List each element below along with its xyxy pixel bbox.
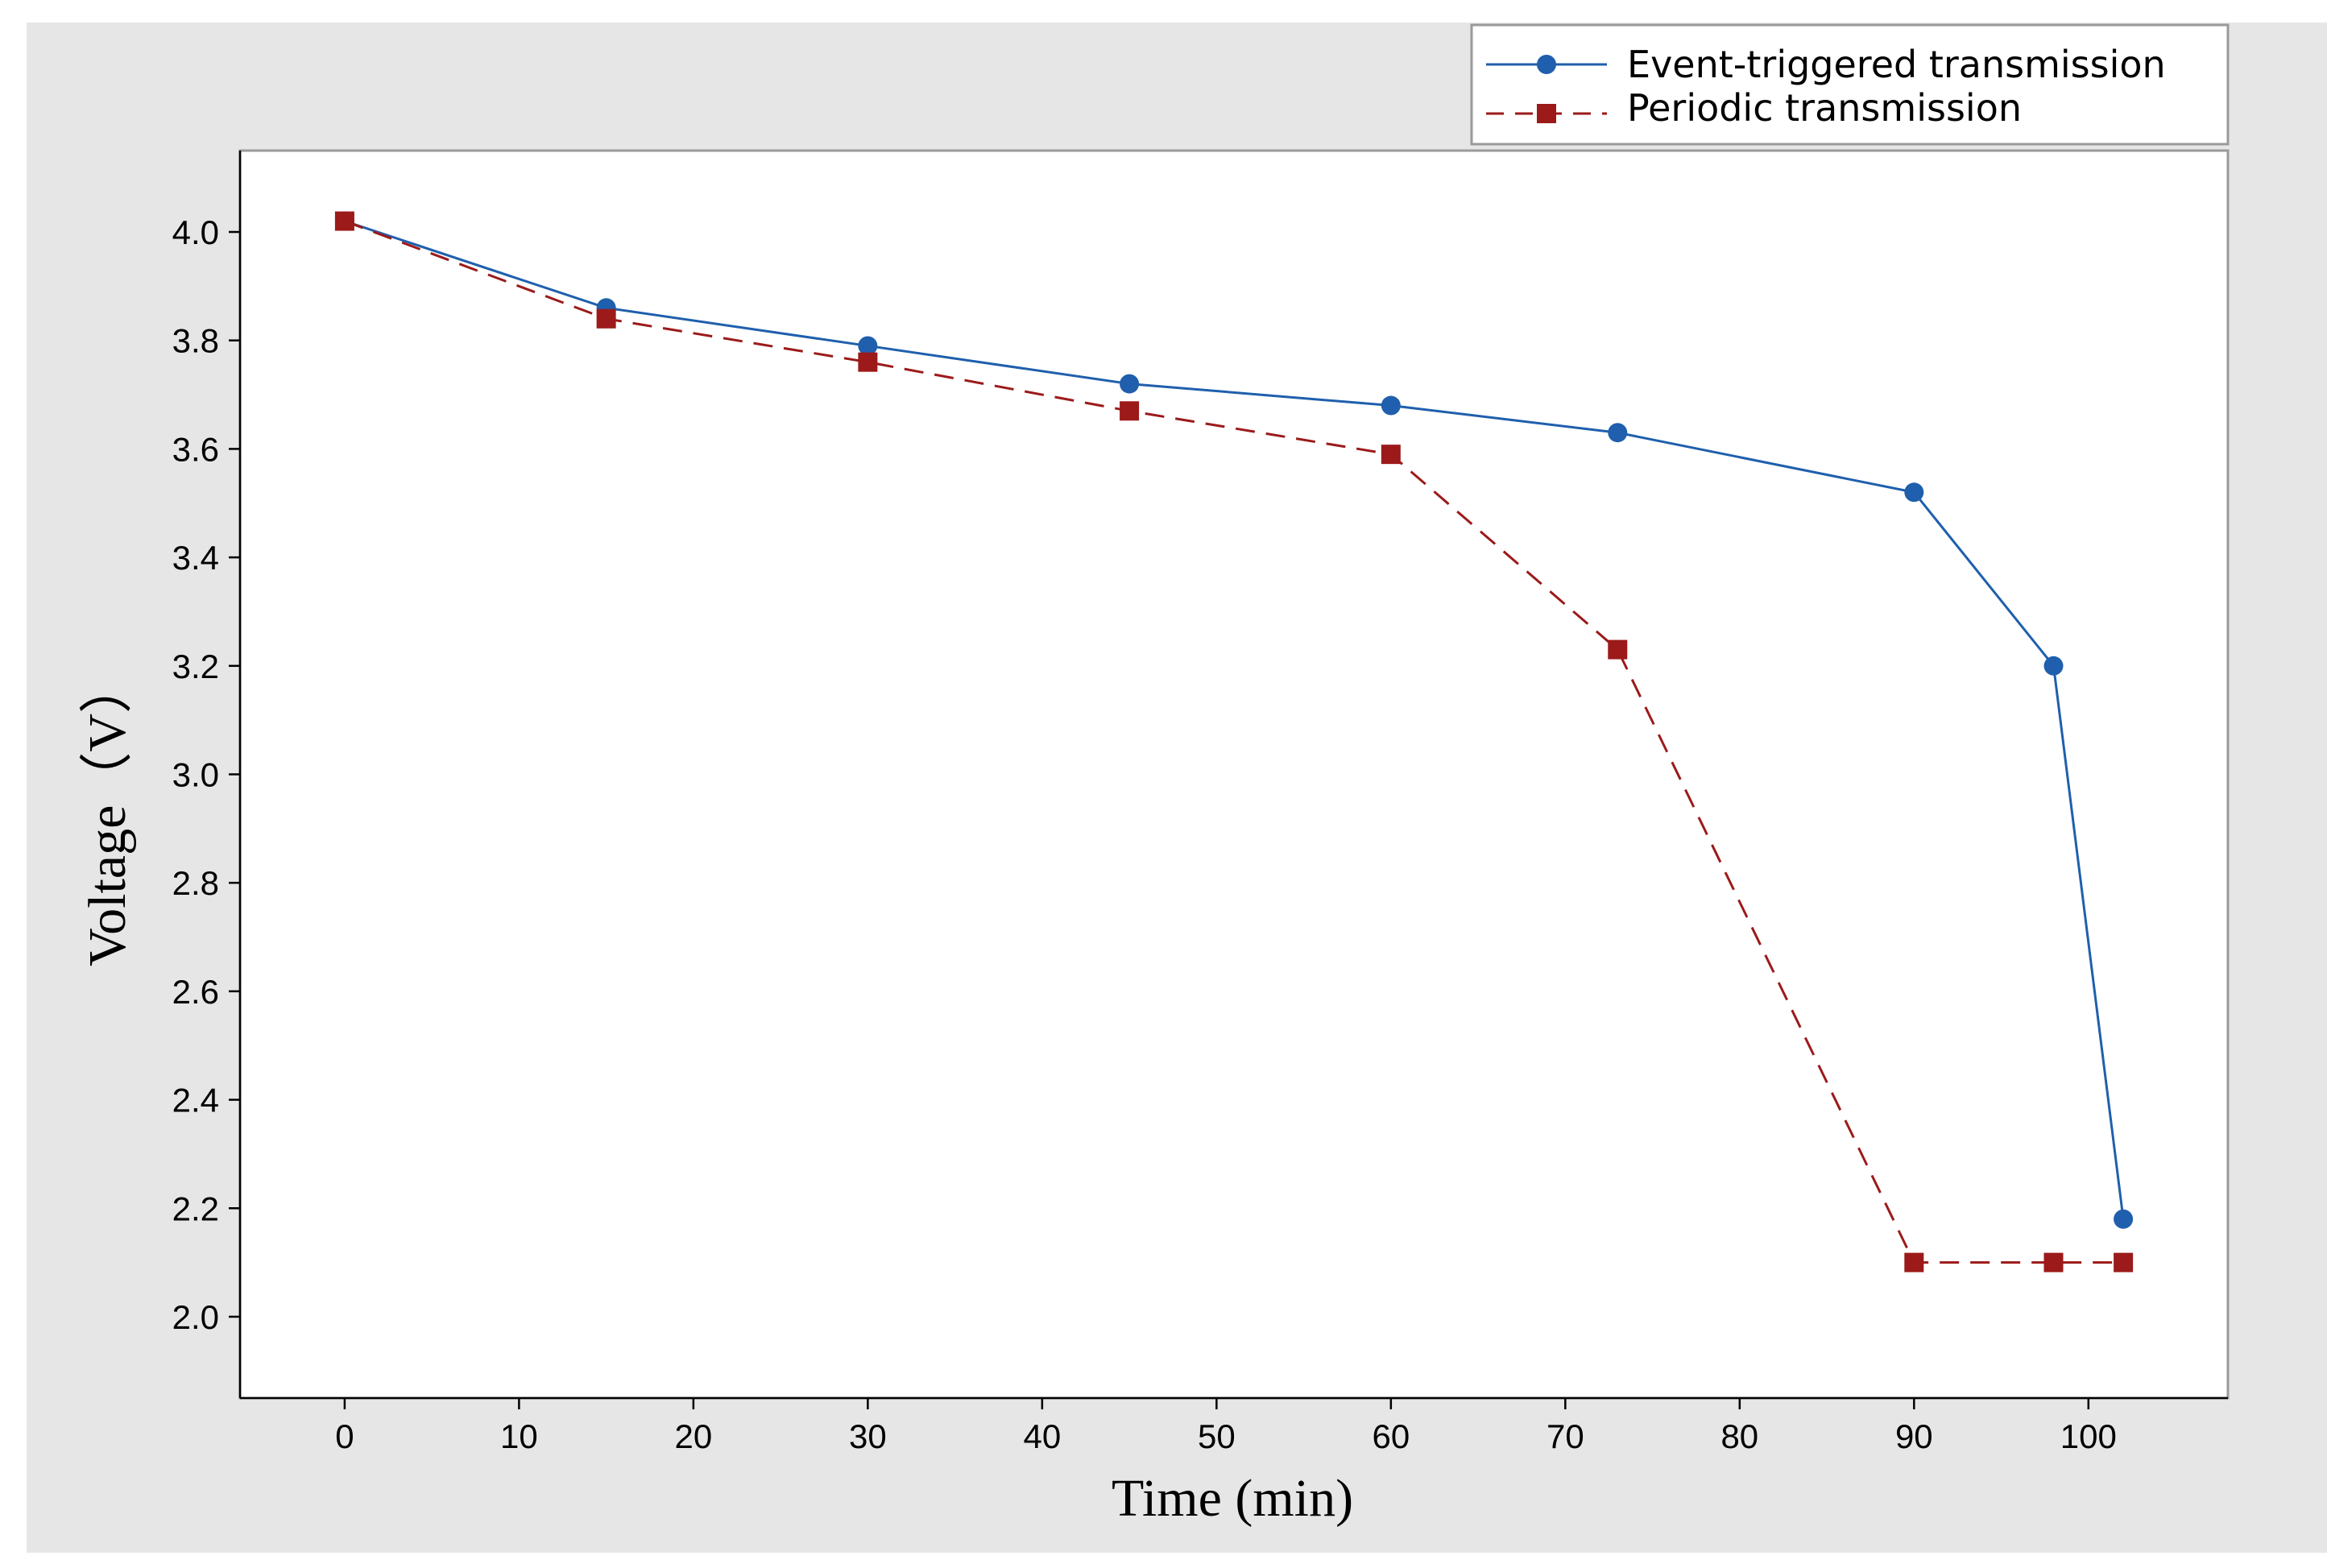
data-point-1 [858, 352, 878, 372]
data-point-1 [1120, 401, 1140, 421]
legend-marker-periodic [1537, 104, 1556, 123]
data-point-1 [334, 211, 354, 231]
data-point-0 [2043, 656, 2064, 676]
x-tick-label: 90 [1895, 1417, 1933, 1455]
x-tick-label: 80 [1720, 1417, 1758, 1455]
y-tick-label: 2.0 [172, 1298, 219, 1336]
x-tick-label: 20 [675, 1417, 713, 1455]
data-point-1 [2043, 1252, 2064, 1272]
x-tick-label: 40 [1024, 1417, 1062, 1455]
data-point-0 [1904, 482, 1924, 503]
y-tick-label: 2.4 [172, 1082, 219, 1119]
y-tick-label: 3.4 [172, 539, 219, 577]
y-axis-title: Voltage（V） [78, 660, 137, 966]
data-point-0 [1120, 374, 1140, 394]
y-ticks: 2.0 2.2 2.4 2.6 2.8 3.0 3.2 3.4 3.6 3.8 4.0 [172, 213, 240, 1336]
data-point-0 [858, 336, 878, 356]
data-point-0 [1381, 395, 1401, 416]
x-tick-label: 100 [2060, 1417, 2117, 1455]
legend-label-event: Event-triggered transmission [1627, 43, 2166, 86]
x-tick-label: 10 [500, 1417, 538, 1455]
y-tick-label: 4.0 [172, 213, 219, 251]
data-point-1 [596, 308, 616, 329]
legend-label-periodic: Periodic transmission [1627, 86, 2022, 130]
y-tick-label: 3.0 [172, 756, 219, 794]
plot-area [238, 149, 2230, 1400]
data-point-1 [1608, 639, 1628, 660]
legend: Event-triggered transmission Periodic tr… [1470, 23, 2230, 146]
x-ticks: 0 10 20 30 40 50 60 70 80 90 100 [335, 1398, 2117, 1455]
legend-box [1470, 23, 2230, 146]
data-point-1 [2114, 1252, 2134, 1272]
data-point-1 [1904, 1252, 1924, 1272]
y-tick-label: 2.2 [172, 1189, 219, 1227]
x-tick-label: 70 [1547, 1417, 1584, 1455]
x-tick-label: 50 [1198, 1417, 1236, 1455]
legend-marker-event [1537, 55, 1556, 74]
y-tick-label: 2.6 [172, 973, 219, 1011]
data-point-1 [1381, 445, 1401, 465]
series-group [334, 211, 2134, 1272]
y-tick-label: 2.8 [172, 864, 219, 902]
data-point-0 [2114, 1209, 2134, 1229]
y-tick-label: 3.6 [172, 430, 219, 468]
x-tick-label: 0 [335, 1417, 354, 1455]
x-axis-title: Time (min) [1112, 1469, 1353, 1528]
data-point-0 [1608, 423, 1628, 443]
x-tick-label: 60 [1372, 1417, 1410, 1455]
y-tick-label: 3.2 [172, 647, 219, 685]
x-tick-label: 30 [849, 1417, 887, 1455]
y-tick-label: 3.8 [172, 322, 219, 360]
